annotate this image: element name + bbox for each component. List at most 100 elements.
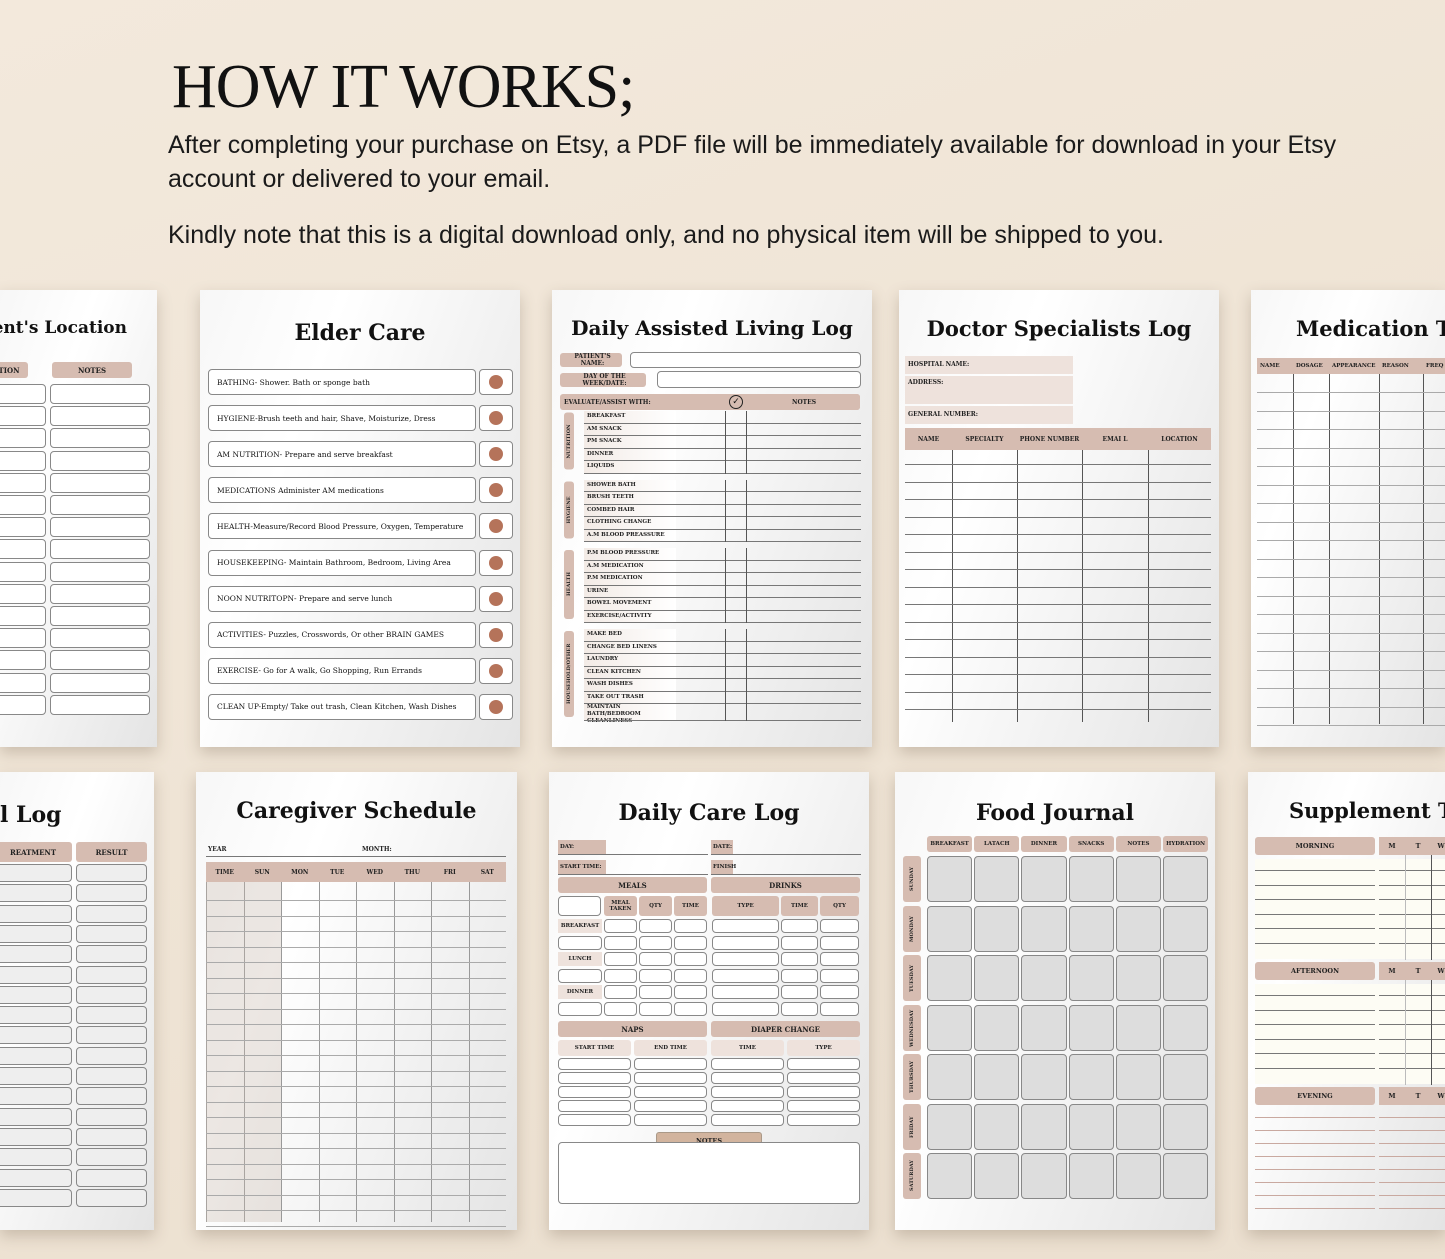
row-line: [206, 946, 506, 948]
row-line: [1257, 466, 1445, 467]
column-divider: [1431, 855, 1432, 960]
row-line: [206, 1148, 506, 1149]
meal-box: [1115, 955, 1161, 1001]
meal-box: [1163, 856, 1209, 902]
patient-name-field[interactable]: [630, 352, 861, 368]
meal-box: [1021, 1054, 1067, 1100]
column-header: QTY: [820, 896, 859, 916]
input-box: [0, 583, 46, 604]
input-box: [604, 1001, 637, 1016]
row-line: [1255, 1067, 1375, 1069]
status-dot-icon: [489, 555, 503, 570]
task-label: A.M MEDICATION: [584, 560, 676, 572]
row-line: [1255, 1182, 1375, 1183]
input-box: [711, 1058, 784, 1070]
field-label: FINISH: [711, 860, 736, 874]
column-header: APPEARANCE: [1329, 358, 1379, 374]
input-box: [0, 450, 46, 471]
column-divider: [393, 882, 395, 1222]
input-box: [76, 924, 147, 943]
input-box: [76, 945, 147, 964]
task-checkbox[interactable]: [479, 585, 513, 612]
row-line: [206, 1070, 506, 1072]
column-header: TIME: [206, 862, 244, 882]
page-heading: Caregiver Schedule: [236, 798, 477, 824]
row-line: [206, 931, 506, 932]
input-box: [76, 904, 147, 923]
input-box: [76, 884, 147, 903]
column-header: SPECIALTY: [952, 428, 1017, 450]
task-checkbox[interactable]: [479, 405, 513, 432]
task-checkbox[interactable]: [479, 441, 513, 468]
field-label: START TIME:: [558, 860, 606, 874]
treatment-log-page: l Log REATMENT RESULT: [0, 772, 154, 1230]
meal-box: [1068, 1153, 1114, 1199]
row-line: [1379, 1038, 1445, 1040]
task-checkbox[interactable]: [479, 621, 513, 648]
task-item: EXERCISE- Go for A walk, Go Shopping, Ru…: [208, 657, 476, 684]
input-box: [50, 495, 150, 515]
page-heading: Food Journal: [975, 800, 1135, 826]
input-box: [0, 561, 46, 582]
row-line: [1379, 1053, 1445, 1054]
input-box: [0, 1107, 72, 1126]
label: PATIENT'S NAME:: [560, 353, 622, 367]
column-header: TYPE: [712, 896, 779, 916]
section-header: DIAPER CHANGE: [711, 1021, 860, 1037]
meal-box: [927, 905, 973, 952]
task-checkbox[interactable]: [479, 369, 513, 395]
task-checkbox[interactable]: [479, 693, 513, 720]
row-line: [1255, 899, 1375, 900]
meal-box: [1163, 1103, 1209, 1150]
input-box: [76, 1026, 147, 1045]
task-checkbox[interactable]: [479, 513, 513, 540]
meal-box: [1068, 955, 1114, 1001]
date-field[interactable]: [657, 371, 861, 388]
task-item: NOON NUTRITOPN- Prepare and serve lunch: [208, 585, 476, 612]
time-column: [206, 882, 281, 1222]
row-line: [1257, 521, 1445, 523]
input-box: [711, 1072, 784, 1084]
input-box: [0, 864, 72, 882]
meal-box: [1021, 955, 1067, 1001]
task-checkbox[interactable]: [479, 549, 513, 576]
status-dot-icon: [489, 663, 503, 678]
row-line: [584, 491, 861, 492]
meal-box: [1021, 1103, 1067, 1150]
divider: [725, 479, 726, 542]
input-box: [674, 935, 707, 950]
input-box: [781, 985, 818, 999]
row-line: [584, 720, 861, 721]
section-header: MORNING: [1255, 837, 1375, 855]
section-header: MEALS: [558, 877, 707, 893]
row-line: [206, 1210, 506, 1211]
meal-box: [1163, 955, 1209, 1001]
note-text: Kindly note that this is a digital downl…: [168, 221, 1164, 249]
status-dot-icon: [489, 483, 503, 498]
meal-box: [974, 1153, 1020, 1199]
row-line: [206, 1024, 506, 1025]
row-line: [1379, 1009, 1445, 1011]
row-line: [1257, 484, 1445, 486]
page-heading: Medication T: [1296, 316, 1445, 341]
day-header: M: [1379, 837, 1405, 855]
input-box: [0, 606, 46, 626]
task-checkbox[interactable]: [479, 477, 513, 504]
task-checkbox[interactable]: [479, 657, 513, 684]
column-header: TIME: [711, 1040, 784, 1056]
input-box: [50, 672, 150, 693]
section-header: EVENING: [1255, 1087, 1375, 1105]
row-line: [1255, 1208, 1375, 1209]
input-box: [76, 864, 147, 882]
page-heading: Daily Assisted Living Log: [571, 316, 853, 340]
medication-tracker-page: Medication T NAME DOSAGE APPEARANCE REASON F…: [1251, 290, 1445, 747]
row-line: [1255, 870, 1375, 871]
row-line: [1379, 1130, 1445, 1131]
column-header: TIME: [674, 896, 707, 916]
row-line: [1255, 1117, 1375, 1118]
meal-box: [1068, 1054, 1114, 1100]
notes-field[interactable]: [558, 1142, 860, 1204]
column-header: DINNER: [1021, 836, 1067, 852]
input-box: [50, 583, 150, 604]
input-box: [0, 884, 72, 903]
